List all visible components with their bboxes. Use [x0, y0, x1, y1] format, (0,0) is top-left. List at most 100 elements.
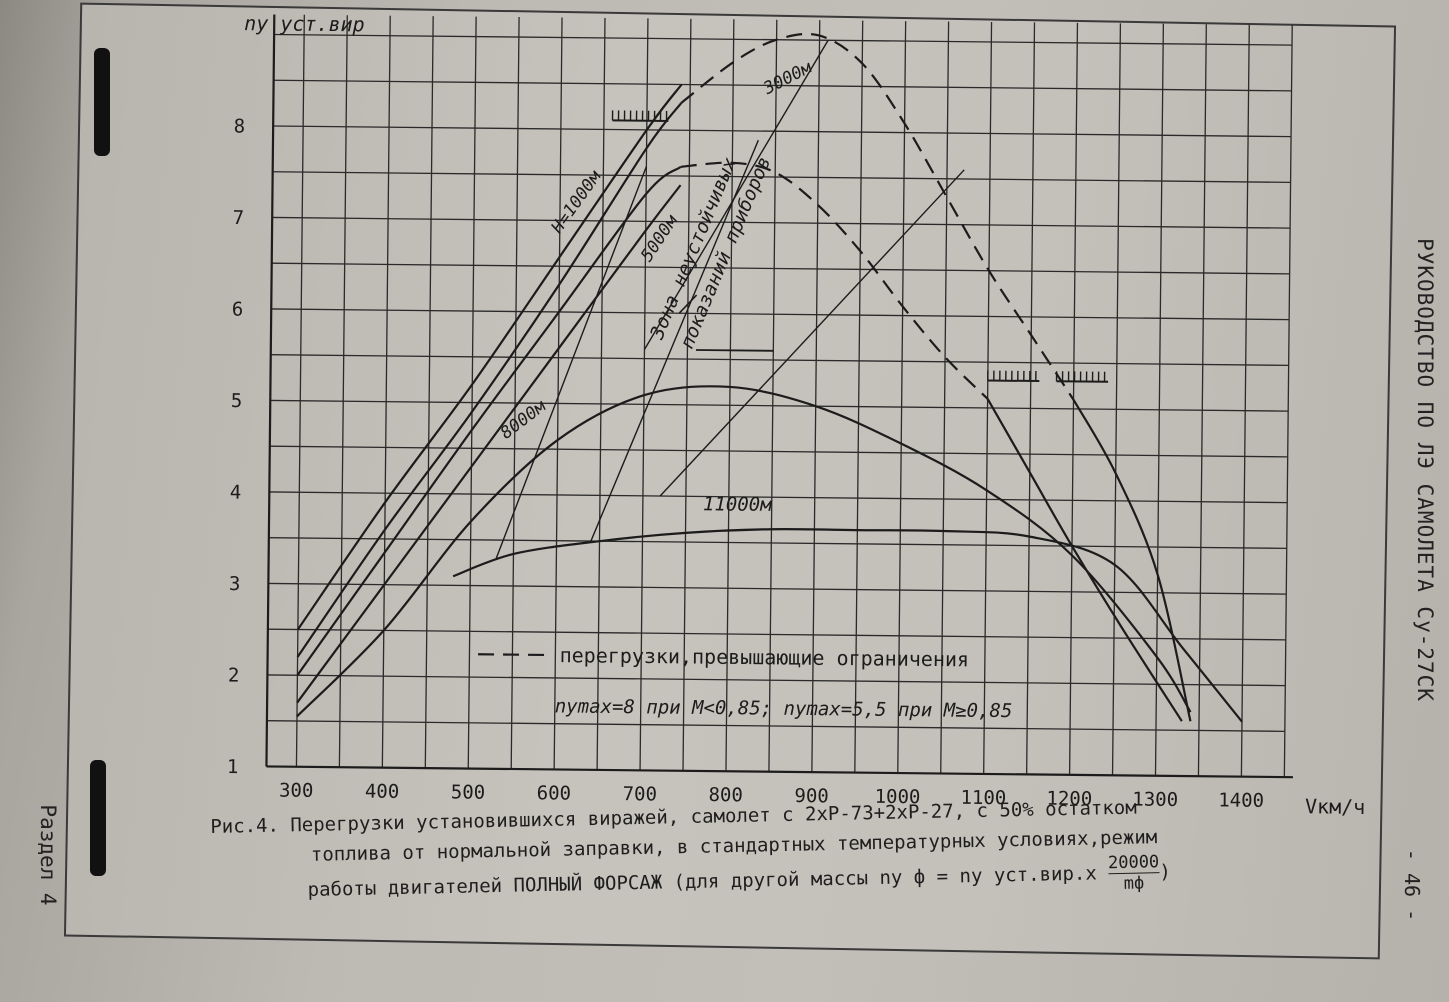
x-tick-label: 300 [279, 780, 314, 802]
grid-line-vertical [940, 21, 950, 774]
series-line-0 [296, 83, 683, 631]
series-label-5000: 5000м [637, 211, 682, 265]
grid-line-vertical [1283, 25, 1293, 778]
y-axis [265, 14, 276, 767]
guide-line [643, 39, 829, 350]
grid-line-horizontal [267, 628, 1286, 641]
grid-line-horizontal [267, 674, 1286, 687]
limit-marker-55a [987, 379, 1040, 383]
y-tick-label: 7 [233, 207, 245, 229]
legend-dashed-label: перегрузки,превышающие ограничения [560, 643, 970, 671]
series-line-3 [1072, 399, 1192, 722]
x-tick-label: 500 [451, 781, 486, 803]
chart-tick-labels: 300 400 500 600 700 800 900 1000 1100 1200 1300 140… [227, 116, 1264, 812]
grid-line-vertical [1025, 22, 1036, 775]
series-line-9 [452, 528, 1243, 723]
x-tick-label: 1200 [1046, 788, 1092, 810]
grid-line-vertical [553, 17, 563, 770]
x-tick-label: 800 [708, 784, 743, 806]
y-axis-label: ny уст.вир [244, 11, 365, 36]
series-label-11000: 11000м [703, 493, 772, 516]
grid-line-vertical [768, 19, 778, 772]
x-tick-label: 600 [537, 782, 572, 804]
chart-axes [265, 14, 1293, 779]
grid-line-horizontal [266, 720, 1285, 732]
series-line-4 [296, 165, 682, 676]
x-axis-label: Vкм/ч [1305, 794, 1365, 819]
zone-arrow [678, 294, 698, 314]
caption-fraction: 20000 mф [1107, 852, 1160, 894]
grid-line-horizontal [272, 216, 1291, 229]
binder-mark-top [94, 48, 110, 156]
guide-line [590, 139, 759, 542]
caption-fraction-numerator: 20000 [1107, 852, 1160, 875]
grid-line-vertical [381, 15, 391, 768]
grid-line-vertical [596, 17, 606, 770]
binder-mark-bottom [90, 760, 106, 876]
grid-line-horizontal [271, 262, 1290, 275]
section-label: Раздел 4 [36, 804, 60, 906]
limits-annotation: nymax=8 при M<0,85; nymax=5,5 при M≥0,85 [555, 695, 1013, 722]
grid-line-vertical [854, 20, 864, 773]
series-label-3000: 3000м [760, 57, 816, 99]
chart-labels: Vкм/чny уст.вирH=1000м3000м5000м8000м110… [244, 11, 1365, 819]
grid-line-vertical [510, 17, 520, 770]
grid-line-vertical [725, 19, 735, 772]
grid-line-horizontal [269, 491, 1288, 504]
y-tick-label: 8 [234, 116, 246, 138]
x-tick-label: 1400 [1218, 789, 1264, 811]
page-number: - 46 - [1400, 848, 1424, 922]
x-tick-label: 1000 [875, 786, 921, 808]
series-line-7 [296, 184, 682, 704]
y-tick-label: 5 [231, 390, 243, 412]
y-tick-label: 1 [227, 756, 239, 778]
grid-line-horizontal [268, 537, 1287, 550]
grid-line-horizontal [273, 125, 1292, 138]
grid-line-vertical [1111, 23, 1122, 776]
grid-line-vertical [424, 16, 434, 769]
caption-line-3-end: ) [1159, 860, 1172, 884]
x-tick-label: 700 [623, 783, 658, 805]
x-axis [266, 765, 1293, 779]
grid-line-vertical [811, 20, 821, 773]
y-tick-label: 3 [229, 573, 241, 595]
series-line-6 [986, 398, 1183, 722]
x-tick-label: 1100 [960, 787, 1006, 809]
y-tick-label: 4 [230, 482, 242, 504]
caption-fraction-denominator: mф [1123, 873, 1145, 894]
grid-line-horizontal [270, 354, 1289, 367]
grid-line-vertical [682, 18, 692, 771]
grid-line-horizontal [268, 582, 1287, 595]
grid-line-vertical [1197, 24, 1207, 777]
chart-series [296, 32, 1243, 723]
grid-line-horizontal [269, 445, 1288, 458]
guide-line [659, 169, 965, 497]
x-tick-label: 900 [794, 785, 829, 807]
grid-line-vertical [338, 15, 348, 768]
grid-line-vertical [1154, 23, 1165, 776]
caption-line-3-text: работы двигателей ПОЛНЫЙ ФОРСАЖ (для дру… [307, 862, 1098, 901]
grid-line-horizontal [271, 308, 1290, 321]
guide-line [495, 166, 648, 559]
limit-marker-55b [1056, 380, 1109, 383]
grid-line-vertical [897, 21, 907, 774]
document-title: РУКОВОДСТВО ПО ЛЭ САМОЛЕТА Су-27СК [1413, 238, 1437, 702]
series-line-5 [680, 161, 989, 400]
x-tick-label: 1300 [1132, 789, 1178, 811]
y-tick-label: 2 [228, 665, 240, 687]
grid-line-vertical [295, 14, 305, 767]
grid-line-horizontal [274, 33, 1293, 46]
grid-line-horizontal [273, 79, 1292, 92]
grid-line-vertical [467, 16, 477, 769]
x-tick-label: 400 [365, 780, 400, 802]
legend-dashed-sample [478, 653, 547, 657]
y-tick-label: 6 [232, 299, 244, 321]
grid-line-vertical [1240, 24, 1250, 777]
series-line-8 [296, 385, 1192, 718]
grid-line-horizontal [270, 399, 1289, 412]
series-line-1 [296, 102, 683, 658]
limit-arrow [696, 349, 774, 352]
limit-marker-8 [612, 119, 669, 122]
